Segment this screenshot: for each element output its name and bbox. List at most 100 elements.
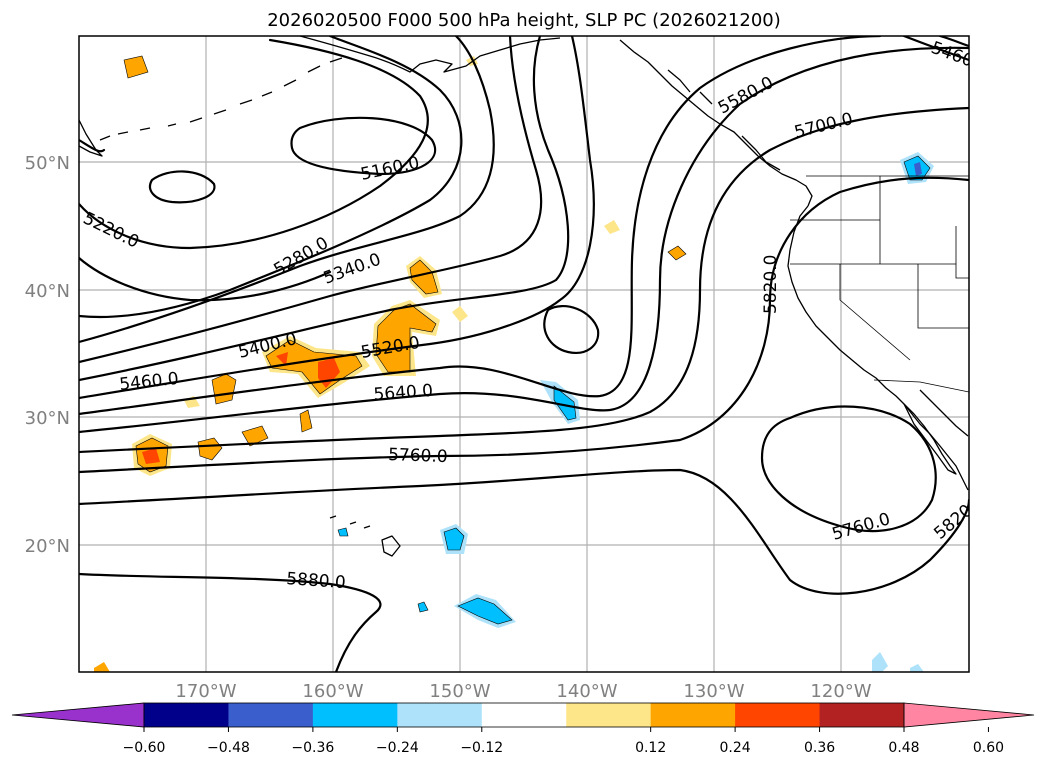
state-border-ut: [955, 226, 969, 279]
slp-negative-anomalies: [337, 152, 934, 672]
kamchatka-coast: [79, 119, 103, 157]
contour-5460-west: [79, 36, 570, 382]
figure-title: 2026020500 F000 500 hPa height, SLP PC (…: [267, 10, 781, 31]
contour-5640: [79, 46, 969, 434]
baja-peninsula: [903, 403, 957, 475]
political-borders: [790, 175, 969, 393]
colorbar-tick-label: −0.36: [291, 740, 334, 756]
contour-5760-high: [760, 405, 937, 533]
colorbar-cells: [11, 702, 1035, 728]
contour-label: 5640.0: [373, 381, 434, 405]
colorbar-tick-label: −0.60: [123, 740, 166, 756]
colorbar-cell: [228, 703, 314, 727]
colorbar-tick-label: −0.24: [376, 740, 419, 756]
pos-anomaly-small-3: [241, 425, 269, 447]
height-contours: [79, 36, 969, 672]
neg-anomaly-6: [337, 527, 349, 537]
coastlines: [79, 36, 969, 557]
gulf-california-east: [919, 389, 969, 437]
pos-anomaly-small-11: [94, 662, 110, 672]
contour-label: 5820.0: [761, 255, 781, 314]
colorbar-ticks: −0.60 −0.48 −0.36 −0.24 −0.12 0.12 0.24 0.36 0.4…: [123, 727, 1004, 756]
map-background: [79, 36, 969, 672]
colorbar-extend-high: [903, 702, 1035, 728]
lat-label: 40°N: [25, 281, 70, 302]
colorbar-cell: [566, 703, 652, 727]
colorbar-cell: [144, 703, 229, 727]
lon-label: 150°W: [429, 681, 490, 702]
us-mexico-border: [873, 379, 969, 393]
colorbar-tick-label: 0.36: [804, 740, 835, 756]
pos-anomaly-cluster-3-mid: [409, 259, 439, 295]
colorbar-tick-label: −0.12: [460, 740, 503, 756]
neg-anomaly-3-mid: [457, 597, 513, 625]
lat-label: 30°N: [25, 408, 70, 429]
colorbar: −0.60 −0.48 −0.36 −0.24 −0.12 0.12 0.24 0.36 0.4…: [11, 702, 1035, 756]
se-alaska-bc-coast: [619, 39, 813, 207]
colorbar-tick-label: 0.24: [720, 740, 751, 756]
state-border-nv: [839, 264, 911, 361]
latitude-labels: 50°N 40°N 30°N 20°N: [25, 153, 70, 557]
contour-5400: [79, 36, 543, 364]
colorbar-tick-label: −0.48: [207, 740, 250, 756]
map-panel: 5460.0 5580.0 5700.0 5160.0 5220.0 5280.…: [25, 35, 970, 702]
pos-anomaly-small-2: [197, 437, 223, 461]
neg-anomaly-8: [910, 664, 924, 672]
colorbar-tick-label: 0.12: [635, 740, 666, 756]
pos-anomaly-small-9: [667, 245, 687, 261]
neg-anomaly-7: [872, 652, 888, 672]
contour-label: 5880.0: [286, 569, 347, 593]
lat-label: 50°N: [25, 153, 70, 174]
pos-anomaly-small-1: [211, 373, 237, 405]
colorbar-tick-label: 0.60: [973, 740, 1004, 756]
contour-label: 5760.0: [388, 445, 448, 467]
colorbar-cell: [819, 703, 905, 727]
pos-anomaly-small-6: [123, 55, 149, 79]
lon-label: 170°W: [175, 681, 236, 702]
pos-anomaly-cluster-1-core-b: [276, 352, 288, 366]
pos-anomaly-small-7: [452, 306, 468, 322]
colorbar-tick-label: 0.48: [888, 740, 919, 756]
neg-anomaly-2-mid: [443, 527, 465, 551]
lat-label: 20°N: [25, 536, 70, 557]
state-border-az: [917, 264, 969, 329]
colorbar-cell: [481, 703, 567, 727]
contour-nw-edge: [79, 138, 106, 153]
contour-5460-ne: [902, 36, 969, 62]
alaska-coast: [299, 36, 561, 73]
neg-anomaly-1-mid: [553, 385, 577, 421]
contour-5160-low: [290, 116, 437, 176]
colorbar-extend-low: [11, 702, 145, 728]
neg-anomaly-4-core: [914, 162, 922, 176]
contour-ne-short: [938, 36, 969, 48]
colorbar-cell: [650, 703, 736, 727]
colorbar-cell: [397, 703, 483, 727]
contour-5280: [79, 36, 463, 319]
lon-label: 160°W: [302, 681, 363, 702]
contour-5460-closed: [543, 305, 600, 354]
contour-5700: [79, 106, 969, 454]
pos-anomaly-small-8: [604, 220, 620, 234]
contour-5520: [79, 36, 595, 400]
slp-positive-anomalies: [94, 55, 687, 672]
neg-anomaly-5: [417, 601, 429, 613]
contour-5820-south: [79, 468, 969, 595]
colorbar-frame: [143, 702, 905, 728]
contour-5760: [79, 176, 969, 474]
contour-5220: [79, 38, 429, 250]
hawaii-small-islands: [329, 515, 371, 529]
lon-label: 130°W: [683, 681, 744, 702]
pos-anomaly-small-4: [299, 409, 313, 433]
aleutian-islands: [99, 57, 343, 141]
pos-anomaly-cluster-4-core: [142, 448, 160, 464]
colorbar-cell: [312, 703, 398, 727]
longitude-labels: 170°W 160°W 150°W 140°W 130°W 120°W: [175, 681, 871, 702]
contour-5160-small: [148, 170, 216, 204]
map-frame: [78, 35, 970, 673]
lon-label: 140°W: [556, 681, 617, 702]
colorbar-cell: [735, 703, 821, 727]
contour-5160-west: [79, 256, 332, 302]
lon-label: 120°W: [810, 681, 871, 702]
us-west-coast: [787, 205, 969, 491]
